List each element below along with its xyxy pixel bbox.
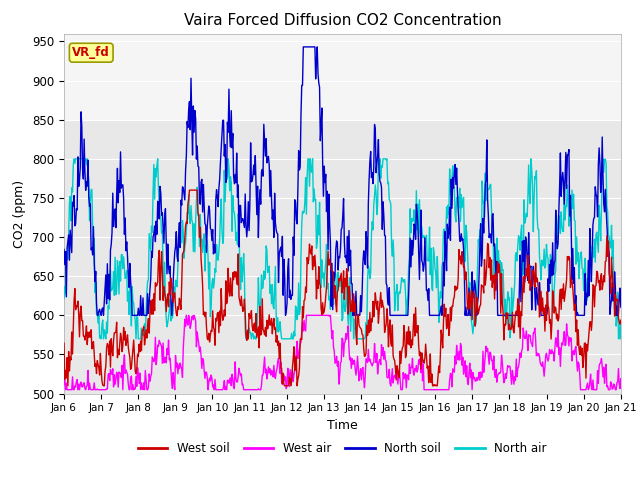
Bar xyxy=(64,34,621,120)
Legend: West soil, West air, North soil, North air: West soil, West air, North soil, North a… xyxy=(133,437,552,460)
Text: VR_fd: VR_fd xyxy=(72,46,110,59)
X-axis label: Time: Time xyxy=(327,419,358,432)
Y-axis label: CO2 (ppm): CO2 (ppm) xyxy=(13,180,26,248)
Title: Vaira Forced Diffusion CO2 Concentration: Vaira Forced Diffusion CO2 Concentration xyxy=(184,13,501,28)
